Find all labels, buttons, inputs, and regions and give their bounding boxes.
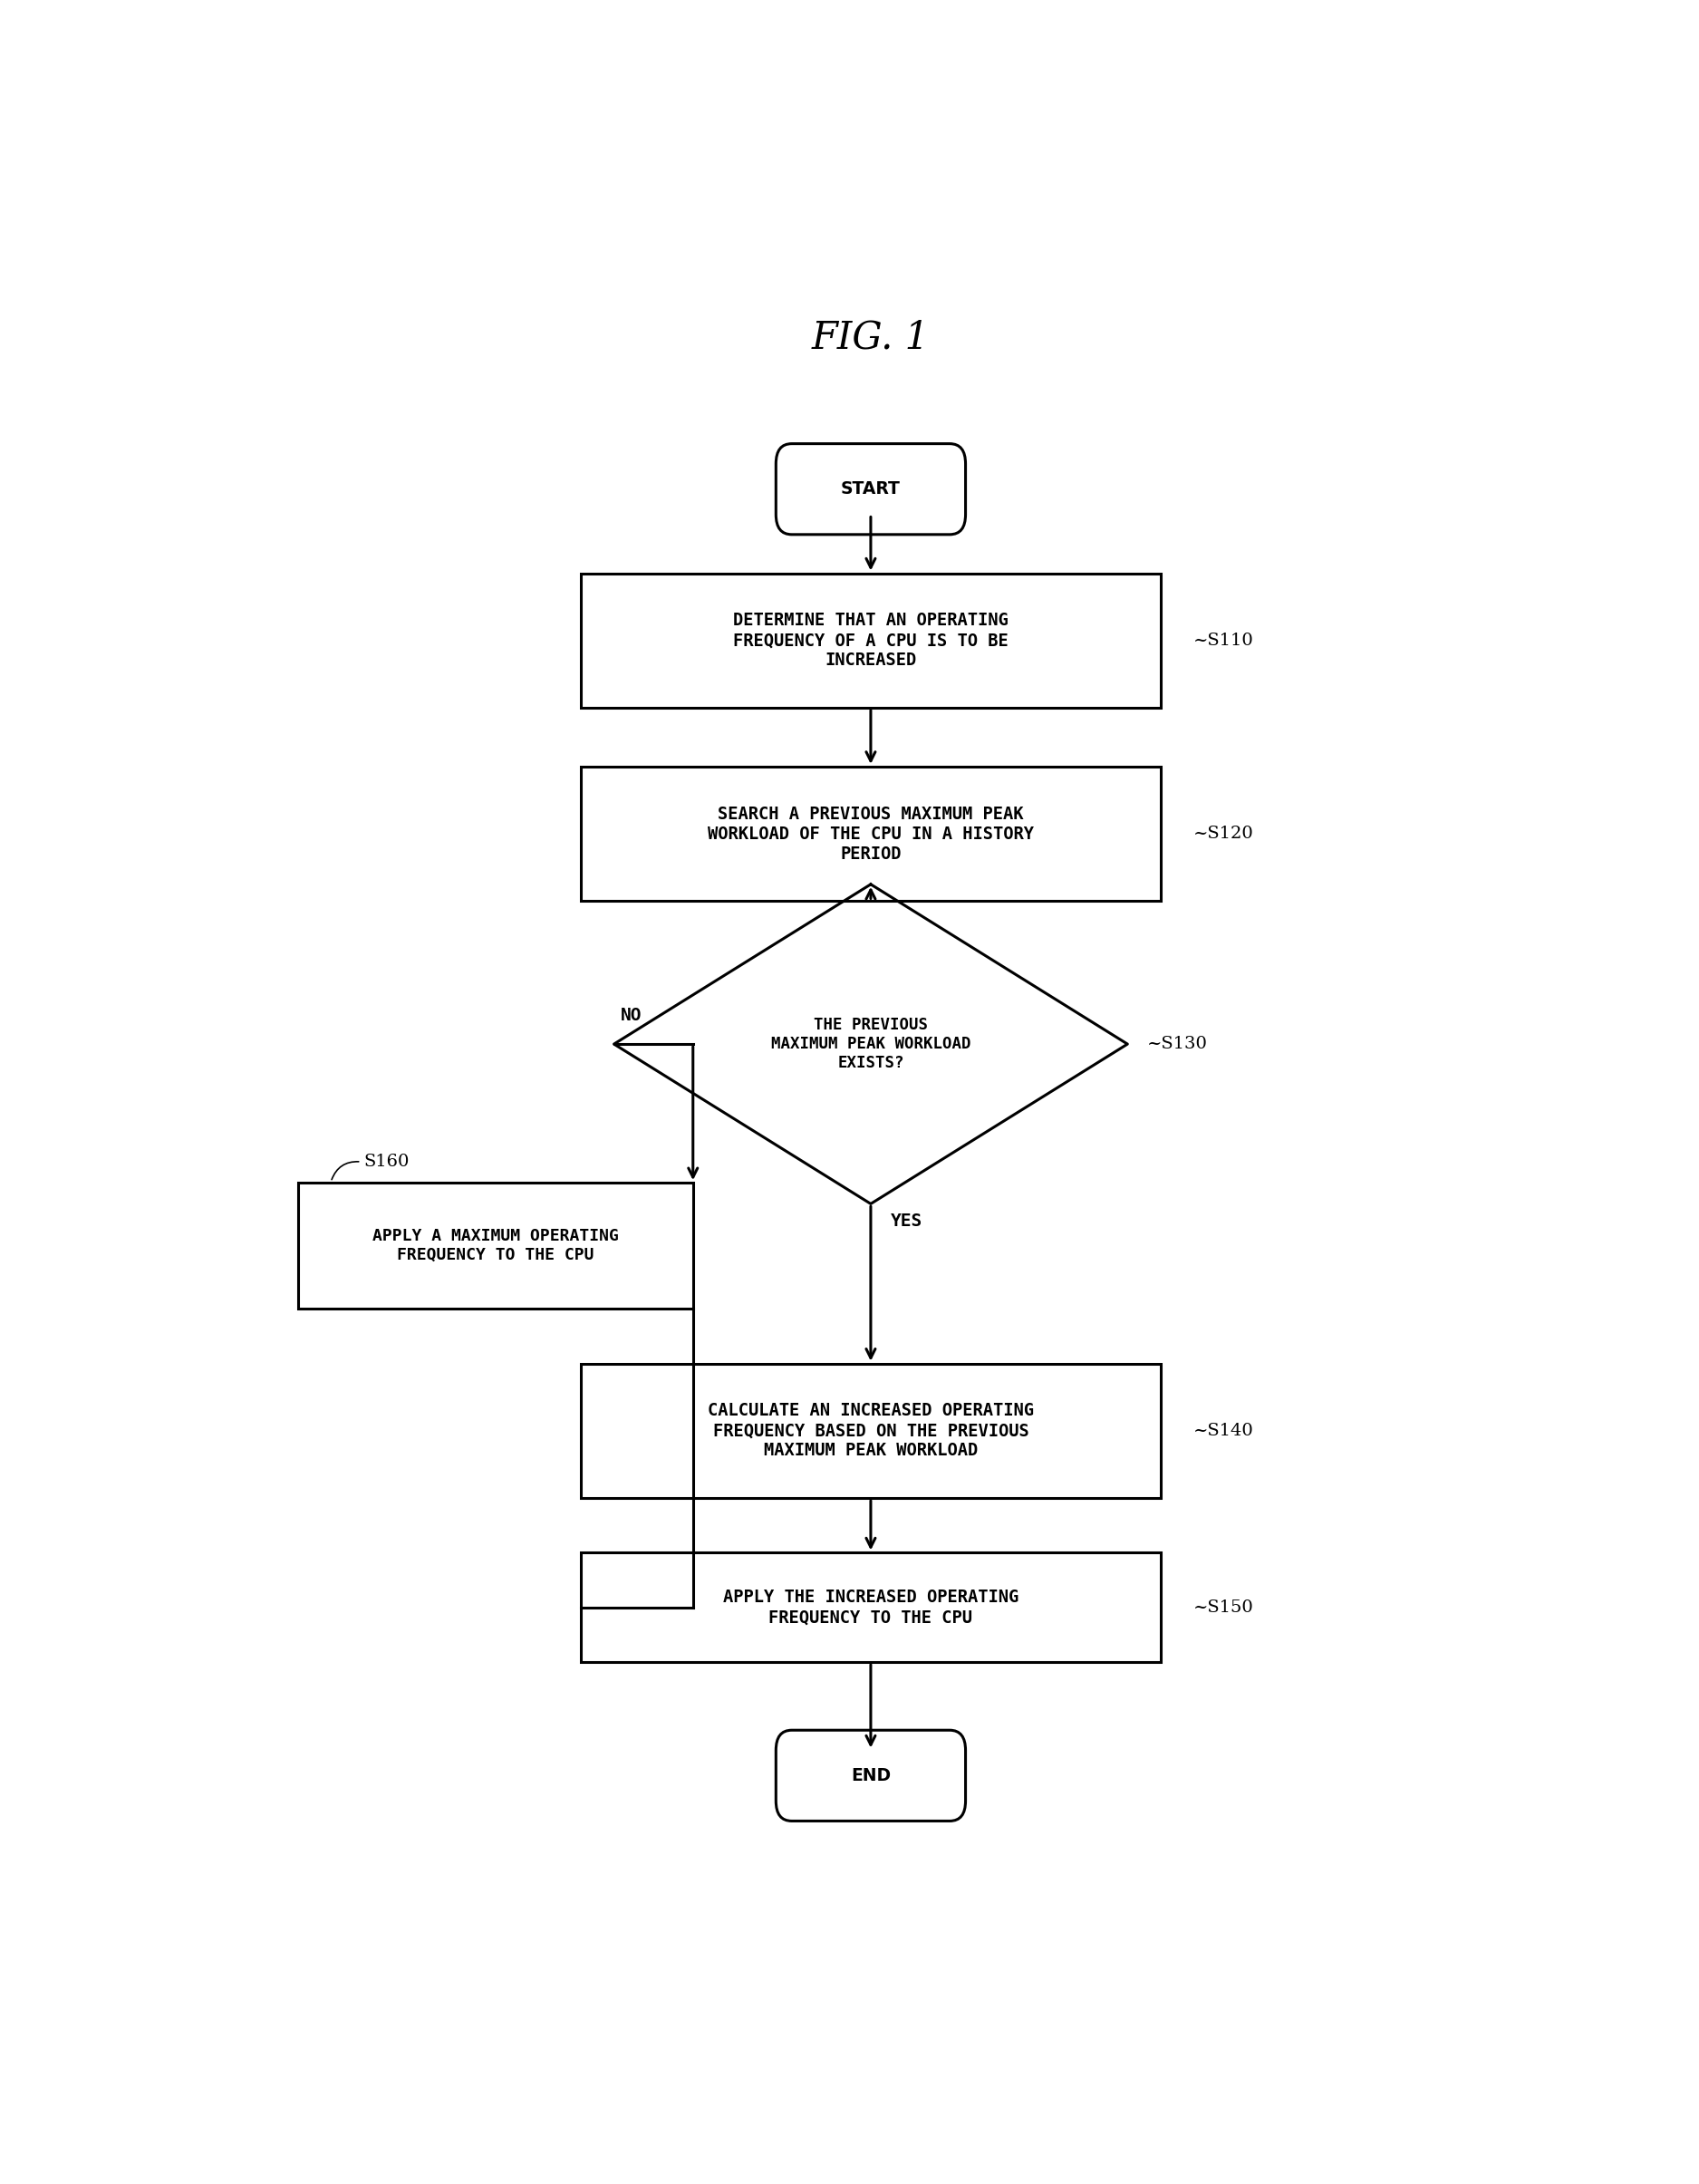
Text: ~S110: ~S110 xyxy=(1193,633,1254,649)
Text: ~S140: ~S140 xyxy=(1193,1422,1254,1439)
Text: ~S120: ~S120 xyxy=(1193,826,1254,843)
Bar xyxy=(581,572,1160,708)
Text: NO: NO xyxy=(620,1007,642,1024)
Text: APPLY THE INCREASED OPERATING
FREQUENCY TO THE CPU: APPLY THE INCREASED OPERATING FREQUENCY … xyxy=(724,1588,1019,1627)
Text: START: START xyxy=(841,480,900,498)
Text: S160: S160 xyxy=(364,1153,409,1171)
Bar xyxy=(581,767,1160,902)
Text: YES: YES xyxy=(890,1212,923,1230)
Text: ~S130: ~S130 xyxy=(1147,1035,1208,1053)
Text: ~S150: ~S150 xyxy=(1193,1599,1254,1616)
Text: APPLY A MAXIMUM OPERATING
FREQUENCY TO THE CPU: APPLY A MAXIMUM OPERATING FREQUENCY TO T… xyxy=(372,1227,618,1262)
Text: THE PREVIOUS
MAXIMUM PEAK WORKLOAD
EXISTS?: THE PREVIOUS MAXIMUM PEAK WORKLOAD EXIST… xyxy=(771,1018,970,1070)
Bar xyxy=(297,1184,693,1308)
FancyBboxPatch shape xyxy=(776,1730,965,1821)
Text: CALCULATE AN INCREASED OPERATING
FREQUENCY BASED ON THE PREVIOUS
MAXIMUM PEAK WO: CALCULATE AN INCREASED OPERATING FREQUEN… xyxy=(708,1402,1033,1459)
Bar xyxy=(581,1553,1160,1662)
Bar xyxy=(581,1363,1160,1498)
Text: END: END xyxy=(851,1767,890,1784)
Text: FIG. 1: FIG. 1 xyxy=(812,319,929,356)
FancyBboxPatch shape xyxy=(776,443,965,535)
Text: SEARCH A PREVIOUS MAXIMUM PEAK
WORKLOAD OF THE CPU IN A HISTORY
PERIOD: SEARCH A PREVIOUS MAXIMUM PEAK WORKLOAD … xyxy=(708,806,1033,863)
Text: DETERMINE THAT AN OPERATING
FREQUENCY OF A CPU IS TO BE
INCREASED: DETERMINE THAT AN OPERATING FREQUENCY OF… xyxy=(734,612,1009,668)
